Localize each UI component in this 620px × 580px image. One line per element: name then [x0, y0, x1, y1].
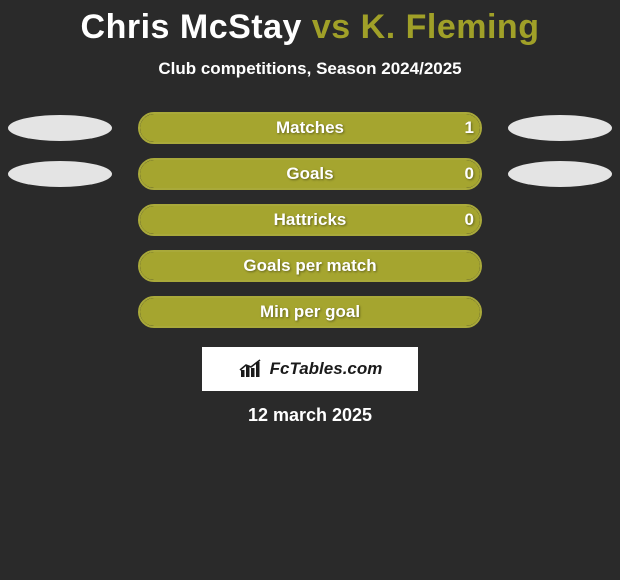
stat-bar-fill [140, 252, 480, 280]
player2-ellipse [508, 161, 612, 187]
player1-ellipse [8, 115, 112, 141]
stat-row: Hattricks0 [0, 201, 620, 247]
stat-bar-fill [140, 206, 480, 234]
player1-ellipse [8, 161, 112, 187]
stat-row: Matches1 [0, 109, 620, 155]
stat-bar-fill [140, 114, 480, 142]
vs-text: vs [312, 8, 351, 46]
stat-row: Min per goal [0, 293, 620, 339]
stat-bar-fill [140, 298, 480, 326]
date: 12 march 2025 [0, 405, 620, 426]
comparison-title: Chris McStay vs K. Fleming [0, 8, 620, 47]
bar-chart-icon [238, 358, 266, 380]
player2-name: K. Fleming [361, 8, 540, 46]
logo-inner: FcTables.com [238, 358, 383, 380]
stat-bar [138, 158, 482, 190]
player1-name: Chris McStay [81, 8, 302, 46]
player2-ellipse [508, 115, 612, 141]
logo-text: FcTables.com [270, 359, 383, 379]
stat-bar [138, 204, 482, 236]
stat-row: Goals0 [0, 155, 620, 201]
infographic-container: Chris McStay vs K. Fleming Club competit… [0, 0, 620, 426]
stat-row: Goals per match [0, 247, 620, 293]
stat-rows: Matches1Goals0Hattricks0Goals per matchM… [0, 109, 620, 339]
stat-bar [138, 112, 482, 144]
stat-bar [138, 296, 482, 328]
stat-bar-fill [140, 160, 480, 188]
subtitle: Club competitions, Season 2024/2025 [0, 59, 620, 79]
stat-bar [138, 250, 482, 282]
logo-box: FcTables.com [202, 347, 418, 391]
